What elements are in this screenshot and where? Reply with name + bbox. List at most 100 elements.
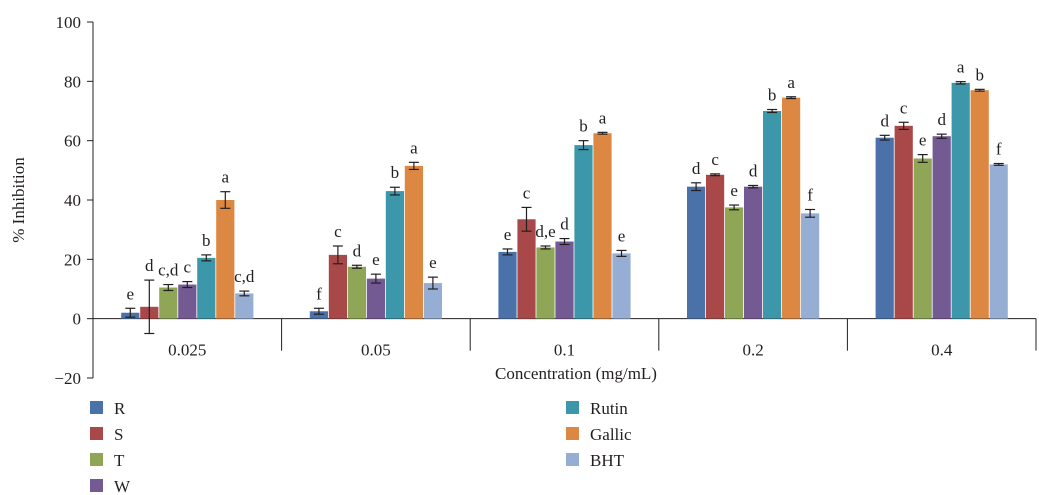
legend-label: S [114,425,123,444]
bar [763,111,782,319]
legend-swatch [566,401,579,414]
significance-label: f [316,284,322,303]
significance-label: d [937,110,946,129]
bar [366,278,385,319]
error-bars [125,81,1004,335]
bar [197,257,216,319]
bar [612,253,631,319]
significance-label: e [618,226,626,245]
x-tick-label: 0.1 [554,341,575,360]
legend-label: R [114,399,126,418]
bar [328,254,347,319]
legend-swatch [90,479,103,492]
significance-label: d [692,159,701,178]
bar [913,158,932,319]
significance-label: a [222,168,230,187]
legend-swatch [566,453,579,466]
y-tick-label: 20 [64,250,81,269]
significance-label: b [579,117,588,136]
significance-label: c [334,222,342,241]
significance-label: d [145,256,154,275]
legend-label: Gallic [590,425,632,444]
significance-label: d [353,241,362,260]
x-tick-label: 0.05 [361,341,391,360]
bar [894,125,913,319]
bar [536,247,555,319]
significance-label: a [410,138,418,157]
bar [687,186,706,319]
bar [989,164,1008,319]
bar [932,136,951,319]
legend-label: BHT [590,451,625,470]
significance-label: d [560,215,569,234]
legend-swatch [566,427,579,440]
significance-label: e [127,284,135,303]
significance-label: c,d [234,267,255,286]
significance-label: e [504,225,512,244]
y-tick-label: 40 [64,191,81,210]
bar [801,213,820,319]
y-tick-label: −20 [54,369,81,388]
bar [875,137,894,319]
bar [970,90,989,319]
significance-label: a [787,73,795,92]
bars [121,82,1008,319]
legend-swatch [90,453,103,466]
y-tick-label: 100 [56,13,82,32]
significance-label: d [749,161,758,180]
significance-label: b [975,65,984,84]
significance-label: e [730,181,738,200]
x-tick-label: 0.4 [931,341,953,360]
bar [385,191,404,319]
legend-swatch [90,401,103,414]
bar [706,174,725,319]
x-tick-label: 0.025 [168,341,206,360]
y-tick-label: 80 [64,72,81,91]
y-axis-label: % Inhibition [9,157,28,243]
bar [347,266,366,319]
legend-swatch [90,427,103,440]
significance-label: e [919,131,927,150]
significance-label: f [807,185,813,204]
bar [216,200,235,319]
bar [593,133,612,319]
bar [159,287,178,319]
significance-label: e [372,250,380,269]
bar [178,284,197,319]
significance-label: c [184,258,192,277]
significance-label: e [429,253,437,272]
significance-label: b [391,163,400,182]
x-tick-label: 0.2 [742,341,763,360]
significance-label: d [880,111,889,130]
bar [404,165,423,319]
significance-label: b [768,86,777,105]
bar [517,219,536,319]
legend-label: W [114,477,131,495]
bar [235,293,254,319]
significance-label: b [202,231,211,250]
bar [309,311,328,319]
bar [725,207,744,319]
legend-label: Rutin [590,399,628,418]
x-axis-label: Concentration (mg/mL) [495,364,657,383]
bar [951,82,970,319]
significance-label: d,e [535,222,555,241]
legend-label: T [114,451,125,470]
bar [555,241,574,319]
bar [744,186,763,319]
bar [423,283,442,319]
significance-label: c [711,150,719,169]
bar [574,145,593,319]
significance-label: c,d [158,261,179,280]
significance-label: a [957,58,965,77]
significance-label: a [599,108,607,127]
y-tick-label: 0 [73,310,82,329]
significance-label: f [996,140,1002,159]
bar [782,97,801,319]
bar [498,251,517,319]
y-tick-label: 60 [64,132,81,151]
significance-label: c [900,98,908,117]
